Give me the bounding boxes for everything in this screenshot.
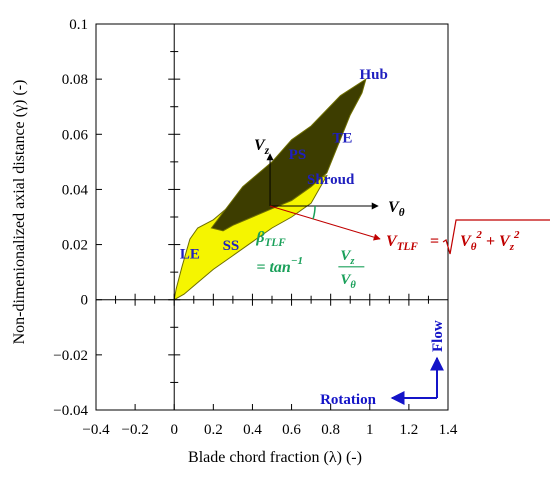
beta-angle-arc — [312, 205, 316, 220]
y-tick-label: 0.06 — [62, 127, 89, 143]
x-tick-label: 0.2 — [204, 422, 223, 438]
plot-frame — [95, 23, 449, 411]
annotation-hub: Hub — [360, 67, 388, 83]
beta-formula: = tan−1 — [256, 255, 303, 276]
x-tick-label: 1.4 — [439, 422, 458, 438]
x-tick-label: 1 — [366, 422, 374, 438]
x-tick-label: −0.2 — [122, 422, 149, 438]
annotation-te: TE — [332, 131, 352, 147]
annotation-le: LE — [180, 246, 200, 262]
x-tick-label: 0 — [170, 422, 178, 438]
y-tick-label: 0.02 — [62, 238, 88, 254]
vtlf-arrow — [269, 205, 381, 241]
y-tick-label: −0.04 — [53, 403, 88, 419]
y-tick-label: 0 — [81, 293, 89, 309]
frac-numerator: Vz — [340, 248, 355, 267]
velocity-diagram: Vz Vθ VTLF = Vθ2 + Vz2 βTLF = tan−1 Vz Vθ — [254, 137, 550, 291]
flow-label: Flow — [430, 320, 446, 352]
ticks-layer: −0.4 −0.2 0 0.2 0.4 0.6 0.8 1 1.2 1.4 −0.04 −0.02 0 0… — [53, 17, 458, 438]
annotation-ss: SS — [223, 238, 240, 254]
y-tick-label: 0.1 — [69, 17, 88, 33]
sqrt-sign — [442, 219, 550, 255]
x-tick-label: 0.6 — [282, 422, 301, 438]
x-tick-label: −0.4 — [82, 422, 110, 438]
beta-label: βTLF — [255, 229, 286, 249]
vtlf-formula: Vθ2 + Vz2 — [460, 229, 520, 253]
x-axis-label: Blade chord fraction (λ) (-) — [188, 449, 362, 466]
annotation-ps: PS — [289, 147, 307, 163]
series-layer — [173, 77, 367, 301]
blade-region-2 — [210, 77, 367, 232]
y-tick-label: 0.04 — [62, 182, 89, 198]
y-axis-label: Non-dimenionalized axial distance (γ) (-… — [11, 80, 28, 345]
flow-rotation-legend: Flow Rotation — [320, 320, 446, 408]
y-tick-label: −0.02 — [53, 348, 88, 364]
y-tick-label: 0.08 — [62, 72, 88, 88]
plot-border — [95, 23, 449, 411]
vtlf-label: VTLF — [386, 233, 418, 253]
vtheta-label: Vθ — [388, 199, 405, 219]
x-tick-label: 0.4 — [243, 422, 262, 438]
rotation-label: Rotation — [320, 392, 376, 408]
annotation-shroud: Shroud — [307, 172, 355, 188]
vtlf-equals: = — [430, 233, 439, 250]
x-tick-label: 0.8 — [321, 422, 340, 438]
vz-label: Vz — [254, 137, 270, 157]
frac-denominator: Vθ — [340, 272, 356, 291]
x-tick-label: 1.2 — [400, 422, 419, 438]
